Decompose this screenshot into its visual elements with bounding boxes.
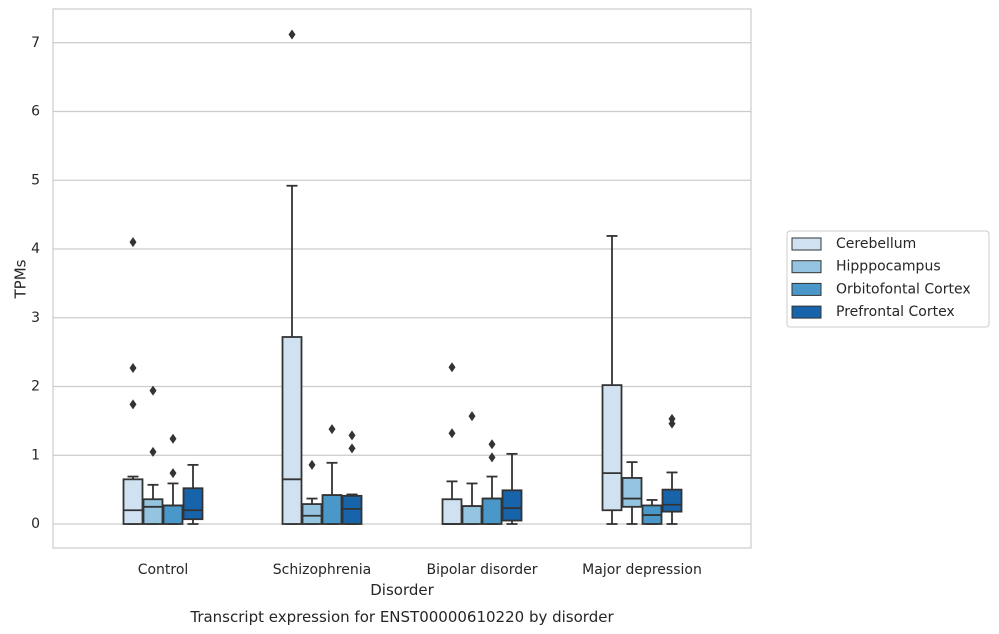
legend-label: Cerebellum [836,236,916,252]
y-tick-label: 2 [31,379,40,395]
box-1-1 [301,459,323,525]
y-tick-label: 0 [31,516,40,532]
box-iqr [461,505,483,525]
box-0-1 [281,29,303,525]
outlier-point [348,443,356,454]
box-1-3 [621,461,643,525]
outlier-point [668,413,676,424]
y-tick-label: 6 [31,104,40,120]
y-axis-title: TPMs [12,259,30,299]
outlier-point [488,452,496,463]
outlier-point [308,459,316,470]
box-iqr [341,494,363,525]
legend-swatch [791,260,822,274]
box-iqr [501,489,523,522]
legend-swatch [791,305,822,319]
outlier-point [448,428,456,439]
legend-label: Hipppocampus [836,259,941,275]
box-2-2 [481,439,503,525]
outlier-point [149,446,157,457]
box-3-3 [661,413,683,525]
legend-label: Prefrontal Cortex [836,304,955,320]
box-iqr [601,384,623,512]
chart-caption: Transcript expression for ENST0000061022… [189,608,614,626]
x-tick-label: Bipolar disorder [426,562,537,578]
x-tick-label: Control [138,562,189,578]
x-tick-labels: Control Schizophrenia Bipolar disorder Majo… [138,562,702,578]
y-tick-label: 3 [31,310,40,326]
box-3-1 [341,430,363,525]
box-0-3 [601,235,623,525]
box-1-0 [142,385,164,525]
outlier-point [328,424,336,435]
box-iqr [621,477,643,508]
box-iqr [481,497,503,525]
box-iqr [122,478,144,525]
box-series [122,29,683,525]
y-tick-labels: 0 1 2 3 4 5 6 7 [31,35,40,532]
box-2-3 [641,499,663,525]
box-3-0 [182,463,204,525]
box-iqr [162,504,184,525]
y-tick-label: 4 [31,241,40,257]
outlier-point [129,237,137,248]
y-tick-label: 5 [31,172,40,188]
box-iqr [301,503,323,525]
y-tick-label: 1 [31,447,40,463]
legend-swatch [791,282,822,296]
x-axis-title: Disorder [370,581,434,599]
outlier-point [448,362,456,373]
outlier-point [129,362,137,373]
legend-label: Orbitofontal Cortex [836,281,971,297]
legend: Cerebellum Hipppocampus Orbitofontal Corte… [786,230,990,328]
box-iqr [142,498,164,525]
y-tick-label: 7 [31,35,40,51]
box-0-0 [122,237,144,525]
outlier-point [488,439,496,450]
outlier-point [169,468,177,479]
box-0-2 [441,362,463,525]
outlier-point [169,433,177,444]
box-iqr [281,336,303,525]
outlier-point [129,399,137,410]
box-2-0 [162,433,184,525]
box-iqr [441,498,463,525]
box-iqr [661,488,683,513]
box-1-2 [461,411,483,525]
outlier-point [288,29,296,40]
legend-swatch [791,237,822,251]
legend-frame [786,230,990,328]
x-tick-label: Schizophrenia [273,562,371,578]
x-tick-label: Major depression [582,562,702,578]
gridlines [53,42,751,525]
outlier-point [468,411,476,422]
plot-area-frame [52,8,752,549]
box-iqr [182,487,204,521]
box-iqr [321,494,343,525]
box-3-2 [501,452,523,525]
box-2-1 [321,424,343,525]
outlier-point [149,385,157,396]
outlier-point [348,430,356,441]
